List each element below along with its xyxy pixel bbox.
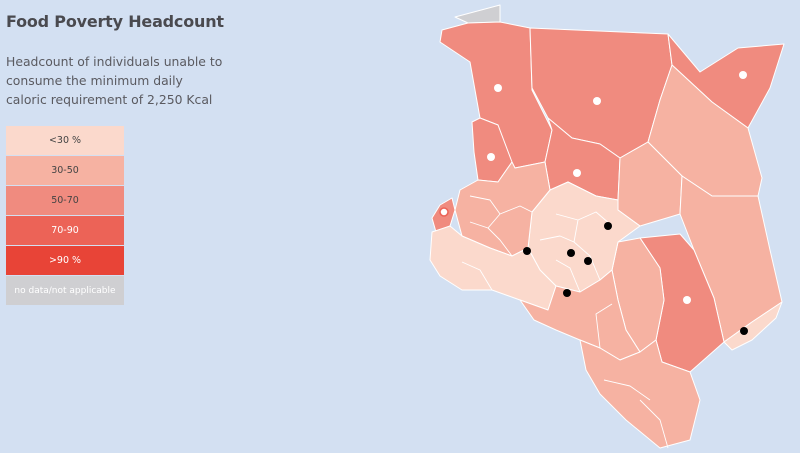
- city-marker-marsabit-town[interactable]: [593, 97, 601, 105]
- legend-label: 50-70: [51, 195, 79, 206]
- county-western-rift[interactable]: [454, 161, 551, 257]
- legend: <30 % 30-50 50-70 70-90 >90 % no data/no…: [6, 126, 124, 306]
- city-marker-nyeri[interactable]: [604, 222, 612, 230]
- legend-item-70-90[interactable]: 70-90: [6, 216, 124, 245]
- city-marker-mandera-town[interactable]: [739, 71, 747, 79]
- city-marker-maralal[interactable]: [573, 169, 581, 177]
- legend-item-no-data[interactable]: no data/not applicable: [6, 276, 124, 305]
- legend-item-gt90[interactable]: >90 %: [6, 246, 124, 275]
- city-marker-lodwar[interactable]: [494, 84, 502, 92]
- city-marker-hola[interactable]: [683, 296, 691, 304]
- city-marker-meru[interactable]: [567, 249, 575, 257]
- legend-item-30-50[interactable]: 30-50: [6, 156, 124, 185]
- legend-label: 30-50: [51, 165, 79, 176]
- city-marker-nairobi[interactable]: [563, 289, 571, 297]
- map-subtitle: Headcount of individuals unable to consu…: [6, 54, 223, 107]
- city-marker-nakuru[interactable]: [523, 247, 531, 255]
- legend-label: >90 %: [48, 255, 82, 266]
- city-markers: [439, 71, 748, 335]
- city-marker-lamu-town[interactable]: [740, 327, 748, 335]
- city-marker-kapenguria[interactable]: [487, 153, 495, 161]
- county-lamu[interactable]: [723, 301, 783, 351]
- legend-label: no data/not applicable: [14, 285, 116, 296]
- city-marker-busia-town[interactable]: [439, 207, 449, 217]
- county-ilemi-triangle[interactable]: [454, 4, 501, 24]
- city-marker-muranga[interactable]: [584, 257, 592, 265]
- legend-item-lt30[interactable]: <30 %: [6, 126, 124, 155]
- map-title: Food Poverty Headcount: [6, 12, 224, 31]
- legend-item-50-70[interactable]: 50-70: [6, 186, 124, 215]
- county-taita-taveta-kwale[interactable]: [579, 339, 701, 449]
- legend-label: <30 %: [48, 135, 82, 146]
- legend-label: 70-90: [51, 225, 79, 236]
- county-makueni-kajiado[interactable]: [519, 269, 641, 361]
